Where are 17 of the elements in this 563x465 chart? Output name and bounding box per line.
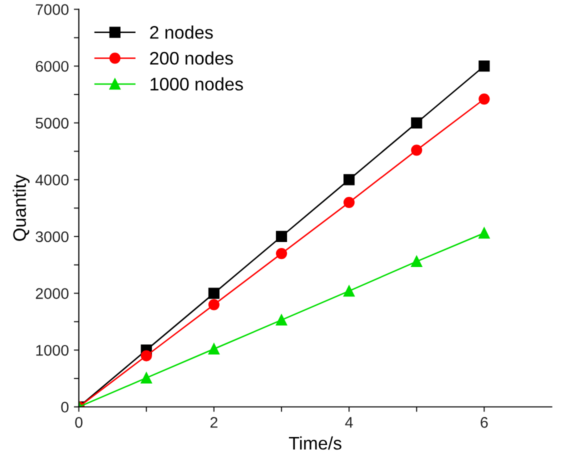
legend-label: 1000 nodes [150, 77, 243, 91]
y-tick-label: 3000 [36, 231, 69, 242]
y-tick-label: 4000 [35, 174, 69, 186]
y-tick-label: 7000 [36, 4, 69, 15]
y-tick-label: 1000 [36, 344, 69, 356]
y-tick-label: 6000 [36, 60, 69, 72]
legend-label: 2 nodes [150, 26, 213, 39]
x-tick-label: 2 [210, 417, 218, 428]
x-tick-label: 0 [75, 417, 82, 428]
x-tick-label: 6 [480, 417, 488, 428]
x-tick-label: 4 [345, 417, 353, 428]
y-axis-title: Quantity [12, 174, 30, 241]
legend-label: 200 nodes [150, 51, 233, 65]
y-tick-label: 0 [61, 402, 68, 413]
y-tick-label: 2000 [36, 288, 69, 299]
x-axis-title: Time/s [288, 436, 342, 450]
y-tick-label: 5000 [36, 118, 69, 129]
